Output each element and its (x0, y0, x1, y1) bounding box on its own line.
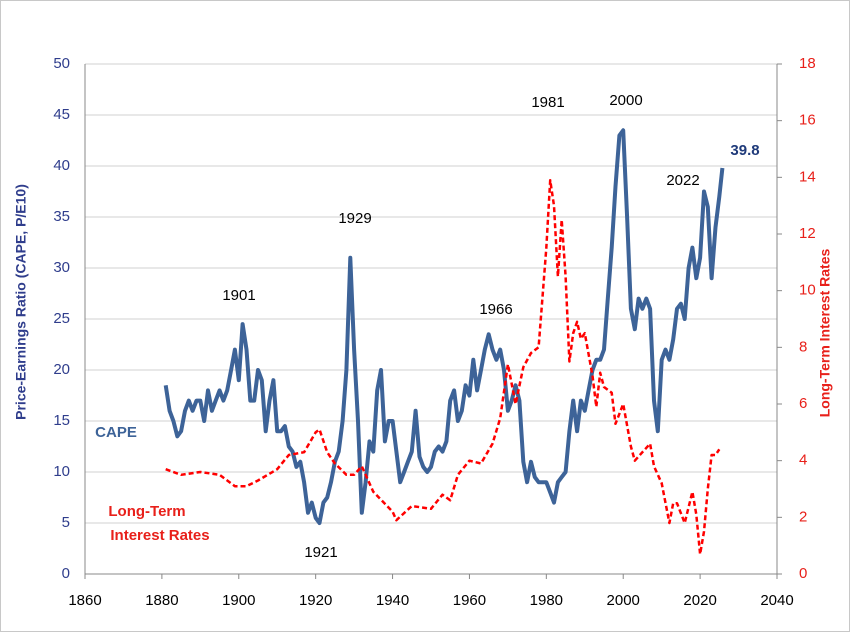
y-tick-label: 25 (53, 310, 70, 327)
y-tick-label: 40 (53, 157, 70, 174)
annotation: 1981 (531, 94, 564, 111)
series-line (165, 178, 721, 556)
y2-tick-label: 4 (799, 452, 807, 469)
y-tick-label: 15 (53, 412, 70, 429)
x-tick-label: 1900 (222, 592, 255, 609)
y-tick-label: 10 (53, 463, 70, 480)
y2-tick-label: 14 (799, 168, 816, 185)
x-tick-label: 1920 (299, 592, 332, 609)
annotation: 1921 (304, 544, 337, 561)
y-tick-label: 45 (53, 106, 70, 123)
x-tick-label: 2020 (683, 592, 716, 609)
y2-tick-label: 0 (799, 565, 807, 582)
x-tick-label: 1860 (68, 592, 101, 609)
annotation: CAPE (95, 424, 137, 441)
annotation: 1966 (479, 301, 512, 318)
y-tick-label: 35 (53, 208, 70, 225)
series-line (163, 128, 725, 525)
y2-tick-label: 12 (799, 225, 816, 242)
y-tick-label: 0 (62, 565, 70, 582)
y-tick-label: 50 (53, 55, 70, 72)
x-tick-label: 2040 (760, 592, 793, 609)
y2-tick-label: 6 (799, 395, 807, 412)
annotation: 39.8 (730, 142, 759, 159)
y-tick-label: 5 (62, 514, 70, 531)
x-tick-label: 1940 (376, 592, 409, 609)
annotation: 1901 (222, 287, 255, 304)
y2-tick-label: 10 (799, 282, 816, 299)
x-tick-label: 2000 (607, 592, 640, 609)
x-tick-label: 1960 (453, 592, 486, 609)
x-tick-label: 1880 (145, 592, 178, 609)
y-tick-label: 20 (53, 361, 70, 378)
y2-tick-label: 16 (799, 112, 816, 129)
y-axis-label: Price-Earnings Ratio (CAPE, P/E10) (13, 184, 29, 420)
annotation: Interest Rates (110, 527, 209, 544)
y2-axis-label: Long-Term Interest Rates (817, 249, 833, 418)
y2-tick-label: 18 (799, 55, 816, 72)
annotation: 2000 (609, 92, 642, 109)
y2-tick-label: 2 (799, 508, 807, 525)
x-tick-label: 1980 (530, 592, 563, 609)
annotation: 1929 (338, 210, 371, 227)
annotation: Long-Term (108, 503, 185, 520)
y2-tick-label: 8 (799, 338, 807, 355)
y-tick-label: 30 (53, 259, 70, 276)
annotation: 2022 (666, 172, 699, 189)
